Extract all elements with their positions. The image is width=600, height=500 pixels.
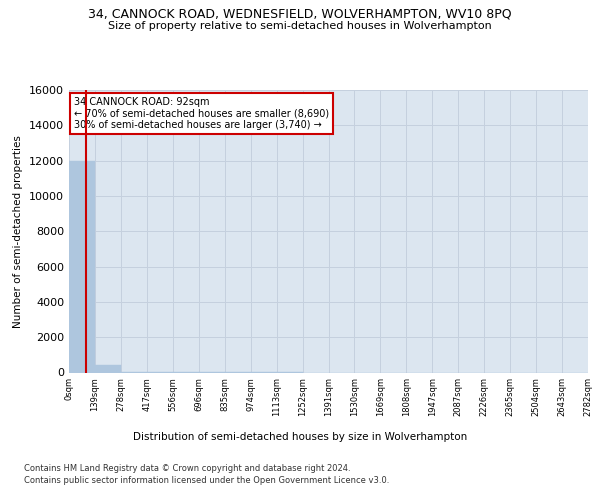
Text: Distribution of semi-detached houses by size in Wolverhampton: Distribution of semi-detached houses by … [133, 432, 467, 442]
Bar [69, 160, 95, 372]
Text: Contains HM Land Registry data © Crown copyright and database right 2024.: Contains HM Land Registry data © Crown c… [24, 464, 350, 473]
Text: 34, CANNOCK ROAD, WEDNESFIELD, WOLVERHAMPTON, WV10 8PQ: 34, CANNOCK ROAD, WEDNESFIELD, WOLVERHAM… [88, 8, 512, 20]
Text: Size of property relative to semi-detached houses in Wolverhampton: Size of property relative to semi-detach… [108, 21, 492, 31]
Bar [95, 366, 121, 372]
Y-axis label: Number of semi-detached properties: Number of semi-detached properties [13, 135, 23, 328]
Text: Contains public sector information licensed under the Open Government Licence v3: Contains public sector information licen… [24, 476, 389, 485]
Text: 34 CANNOCK ROAD: 92sqm
← 70% of semi-detached houses are smaller (8,690)
30% of : 34 CANNOCK ROAD: 92sqm ← 70% of semi-det… [74, 97, 329, 130]
